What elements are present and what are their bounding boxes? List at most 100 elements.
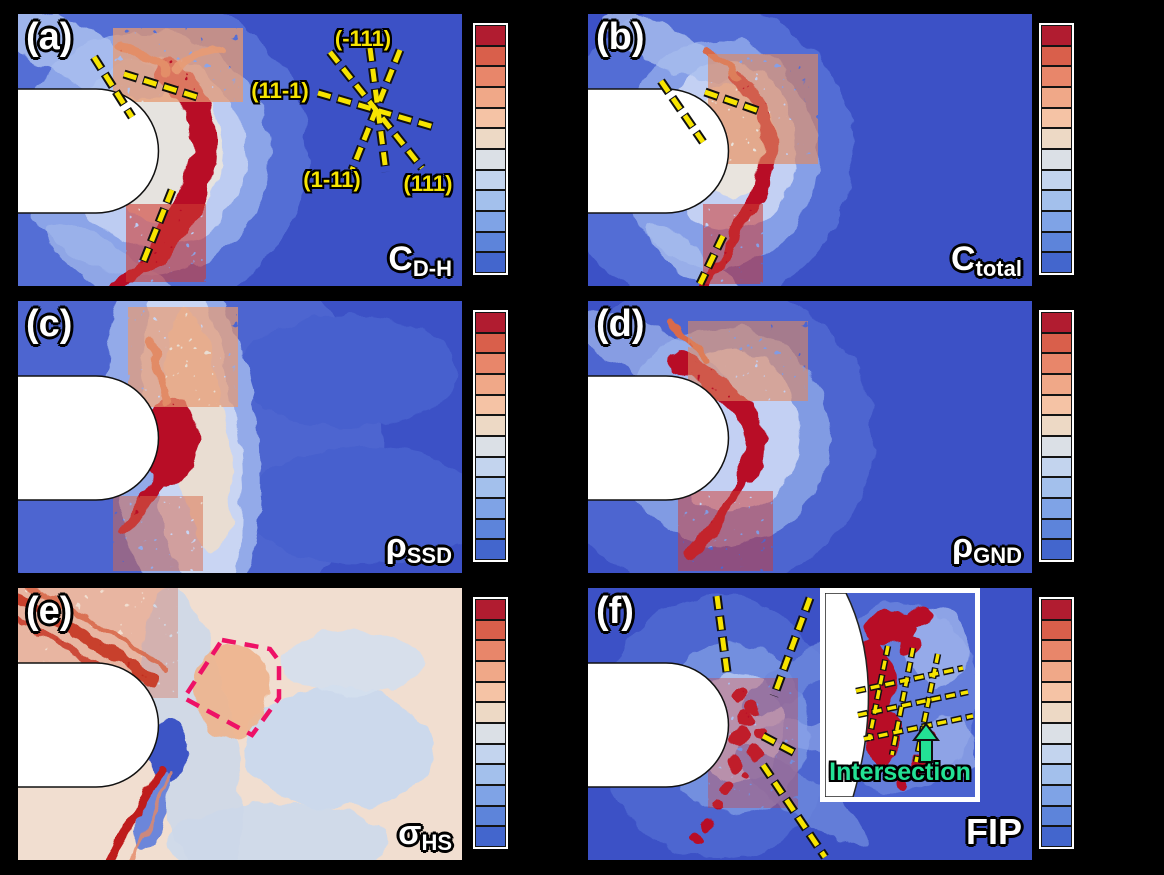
panel-b: (b) Ctotal xyxy=(588,14,1032,286)
colorbar-segment xyxy=(1041,456,1072,478)
colorbar-segment xyxy=(475,743,506,765)
panel-e-field xyxy=(18,588,462,860)
colorbar-segment xyxy=(1041,107,1072,129)
notch xyxy=(588,662,730,788)
metric-sub: total xyxy=(975,256,1022,281)
colorbar-f xyxy=(1039,597,1074,849)
panel-letter: (e) xyxy=(26,590,73,632)
colorbar-segment xyxy=(1041,826,1072,848)
colorbar-segment xyxy=(1041,681,1072,703)
colorbar-segment xyxy=(1041,66,1072,88)
colorbar-segment xyxy=(1041,149,1072,170)
colorbar-segment xyxy=(1041,169,1072,191)
intersection-inset xyxy=(820,588,980,802)
colorbar-segment xyxy=(1041,599,1072,620)
colorbar-segment xyxy=(475,312,506,333)
colorbar-segment xyxy=(1041,25,1072,46)
speckle-texture xyxy=(678,491,773,571)
colorbar-segment xyxy=(1041,128,1072,150)
metric-main: C xyxy=(388,240,413,278)
intersection-arrow xyxy=(912,722,940,763)
colorbar-segment xyxy=(1041,805,1072,827)
slip-plane-label-top: (-111) xyxy=(334,26,392,51)
metric-label: ρSSD xyxy=(386,527,452,569)
metric-label: FIP xyxy=(966,811,1022,856)
colorbar-d xyxy=(1039,310,1074,562)
colorbar-segment xyxy=(1041,312,1072,333)
colorbar-segment xyxy=(1041,785,1072,806)
colorbar-segment xyxy=(475,107,506,129)
colorbar-segment xyxy=(1041,477,1072,499)
panel-f-field xyxy=(588,588,1032,860)
metric-main: FIP xyxy=(965,811,1022,852)
colorbar-segment xyxy=(475,436,506,457)
metric-main: ρ xyxy=(385,527,407,565)
colorbar-segment xyxy=(475,619,506,641)
colorbar-segment xyxy=(1041,539,1072,561)
colorbar-segment xyxy=(475,456,506,478)
metric-sub: SSD xyxy=(406,543,452,568)
panel-b-field xyxy=(588,14,1032,286)
speckle-texture xyxy=(113,28,243,102)
colorbar-segment xyxy=(475,231,506,253)
notch xyxy=(18,88,160,214)
panel-c: (c) ρSSD xyxy=(18,301,462,573)
colorbar-segment xyxy=(475,764,506,786)
colorbar-segment xyxy=(1041,436,1072,457)
colorbar-segment xyxy=(475,128,506,150)
colorbar-segment xyxy=(475,374,506,395)
speckle-texture xyxy=(128,307,238,407)
colorbar-segment xyxy=(475,702,506,724)
colorbar-segment xyxy=(475,353,506,375)
panel-f: Intersection (f) FIP xyxy=(588,588,1032,860)
colorbar-segment xyxy=(475,252,506,274)
panel-letter: (a) xyxy=(26,16,73,58)
colorbar-segment xyxy=(1041,723,1072,744)
metric-main: C xyxy=(950,240,976,278)
colorbar-segment xyxy=(475,681,506,703)
colorbar-segment xyxy=(1041,353,1072,375)
colorbar-segment xyxy=(475,826,506,848)
colorbar-segment xyxy=(475,45,506,67)
colorbar-segment xyxy=(475,723,506,744)
colorbar-e xyxy=(473,597,508,849)
panel-e: (e) σHS xyxy=(18,588,462,860)
colorbar-segment xyxy=(1041,661,1072,682)
inset-notch-edge xyxy=(825,593,870,797)
panel-a: (-111) (11-1) (1-11) (111) (a) CD-H xyxy=(18,14,462,286)
hotspot-outline-polygon xyxy=(180,637,282,738)
colorbar-segment xyxy=(475,599,506,620)
colorbar-segment xyxy=(475,661,506,682)
colorbar-segment xyxy=(475,518,506,540)
panel-letter: (b) xyxy=(596,16,645,58)
slip-plane-label-bottom-left: (1-11) xyxy=(303,167,361,192)
metric-sub: HS xyxy=(421,830,452,855)
colorbar-segment xyxy=(475,66,506,88)
panel-letter: (c) xyxy=(26,303,73,345)
metric-main: ρ xyxy=(952,527,974,565)
colorbar-segment xyxy=(475,394,506,416)
colorbar-b xyxy=(1039,23,1074,275)
colorbar-segment xyxy=(1041,764,1072,786)
notch xyxy=(18,375,160,501)
colorbar-a xyxy=(473,23,508,275)
slip-plane-star xyxy=(316,47,436,173)
panel-d: (d) ρGND xyxy=(588,301,1032,573)
metric-sub: D-H xyxy=(412,256,452,281)
colorbar-segment xyxy=(1041,394,1072,416)
colorbar-segment xyxy=(1041,45,1072,67)
colorbar-segment xyxy=(475,190,506,212)
notch xyxy=(588,375,730,501)
colorbar-segment xyxy=(475,25,506,46)
colorbar-segment xyxy=(1041,415,1072,437)
colorbar-segment xyxy=(1041,702,1072,724)
colorbar-segment xyxy=(1041,190,1072,212)
speckle-texture xyxy=(688,321,808,401)
slip-plane-label-left: (11-1) xyxy=(251,78,309,103)
panel-a-field xyxy=(18,14,462,286)
notch xyxy=(588,88,730,214)
metric-main: σ xyxy=(398,814,422,852)
colorbar-segment xyxy=(475,805,506,827)
slip-trace-lines xyxy=(657,78,761,286)
colorbar-segment xyxy=(475,332,506,354)
